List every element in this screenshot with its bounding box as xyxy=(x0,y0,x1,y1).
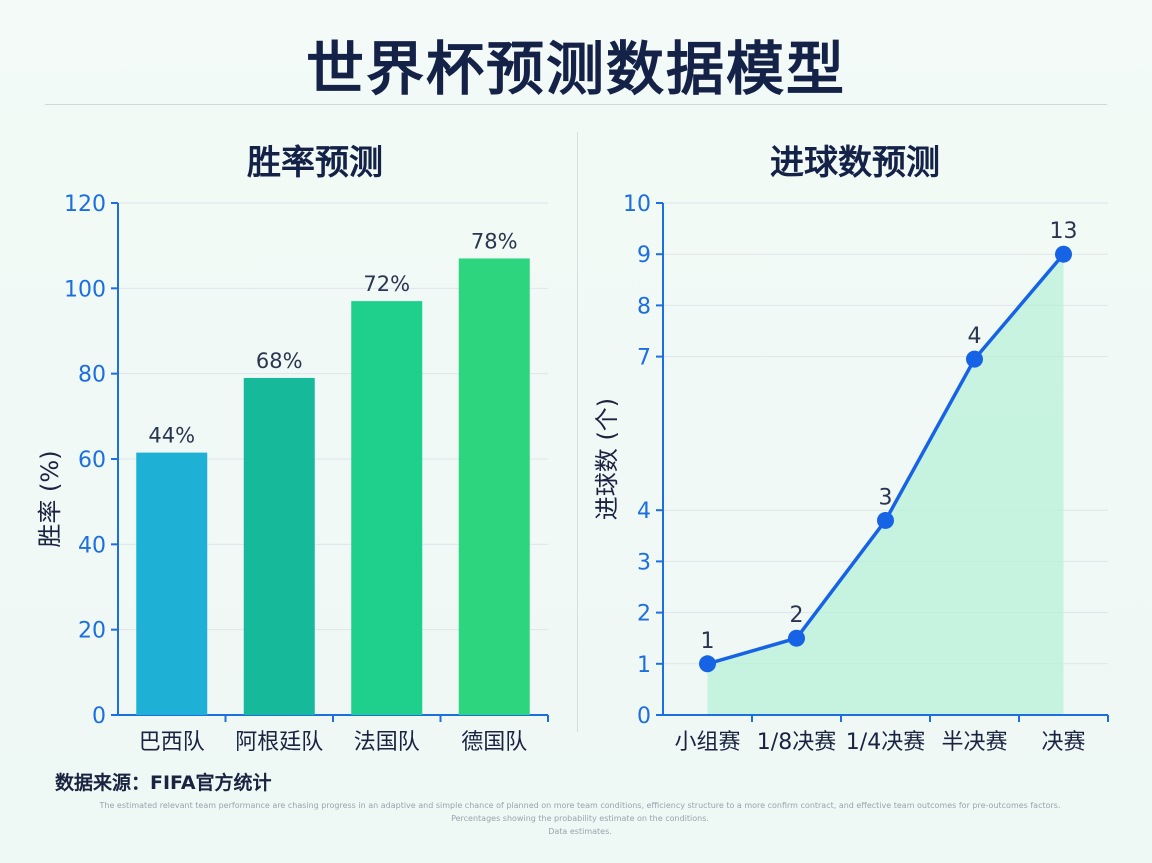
point-data-label: 2 xyxy=(790,603,804,628)
x-tick-label: 阿根廷队 xyxy=(235,730,323,755)
point-data-label: 13 xyxy=(1050,219,1078,244)
bar xyxy=(458,258,530,715)
bar-data-label: 44% xyxy=(148,424,195,448)
point-data-label: 3 xyxy=(879,485,893,510)
y-tick-label: 60 xyxy=(78,448,106,473)
y-tick-label: 100 xyxy=(64,277,106,302)
x-tick-label: 半决赛 xyxy=(941,730,1007,755)
chart-divider xyxy=(577,132,578,732)
x-tick-label: 1/4决赛 xyxy=(846,730,925,755)
data-source: 数据来源：FIFA官方统计 xyxy=(55,772,272,794)
y-tick-label: 4 xyxy=(637,499,651,524)
bar xyxy=(243,377,315,715)
data-point xyxy=(699,655,716,673)
y-tick-label: 1 xyxy=(637,653,651,678)
point-data-label: 1 xyxy=(701,629,715,654)
x-tick-label: 德国队 xyxy=(461,730,527,755)
y-axis-label: 进球数 (个) xyxy=(593,398,621,520)
x-tick-label: 巴西队 xyxy=(139,730,205,755)
goals-chart-title: 进球数预测 xyxy=(770,143,940,183)
y-tick-label: 120 xyxy=(64,192,106,217)
x-tick-label: 法国队 xyxy=(354,730,420,755)
title-divider xyxy=(45,104,1107,105)
page-title: 世界杯预测数据模型 xyxy=(305,35,846,103)
y-tick-label: 80 xyxy=(78,363,106,388)
data-point xyxy=(788,629,805,647)
y-tick-label: 2 xyxy=(637,602,651,627)
data-point xyxy=(966,350,983,368)
data-point xyxy=(877,511,894,529)
x-tick-label: 1/8决赛 xyxy=(757,730,836,755)
bar xyxy=(136,452,208,715)
y-tick-label: 0 xyxy=(637,704,651,729)
fine-print-line-2: Percentages showing the probability esti… xyxy=(451,814,709,823)
y-tick-label: 10 xyxy=(623,192,651,217)
fine-print-line-1: The estimated relevant team performance … xyxy=(99,801,1061,810)
area-fill xyxy=(707,254,1064,715)
x-tick-label: 小组赛 xyxy=(674,730,740,755)
y-tick-label: 8 xyxy=(637,294,651,319)
y-tick-label: 40 xyxy=(78,533,106,558)
win-rate-chart-title: 胜率预测 xyxy=(247,143,383,183)
y-tick-label: 7 xyxy=(637,346,651,371)
bar-data-label: 78% xyxy=(471,229,518,253)
bar xyxy=(351,301,423,715)
data-point xyxy=(1055,245,1072,263)
bar-data-label: 72% xyxy=(363,272,410,296)
y-tick-label: 20 xyxy=(78,619,106,644)
y-axis-label: 胜率 (%) xyxy=(36,450,64,547)
y-tick-label: 9 xyxy=(637,243,651,268)
y-tick-label: 0 xyxy=(92,704,106,729)
bar-data-label: 68% xyxy=(256,349,303,373)
y-tick-label: 3 xyxy=(637,550,651,575)
point-data-label: 4 xyxy=(968,324,982,349)
fine-print-line-3: Data estimates. xyxy=(548,827,612,836)
x-tick-label: 决赛 xyxy=(1041,730,1085,755)
